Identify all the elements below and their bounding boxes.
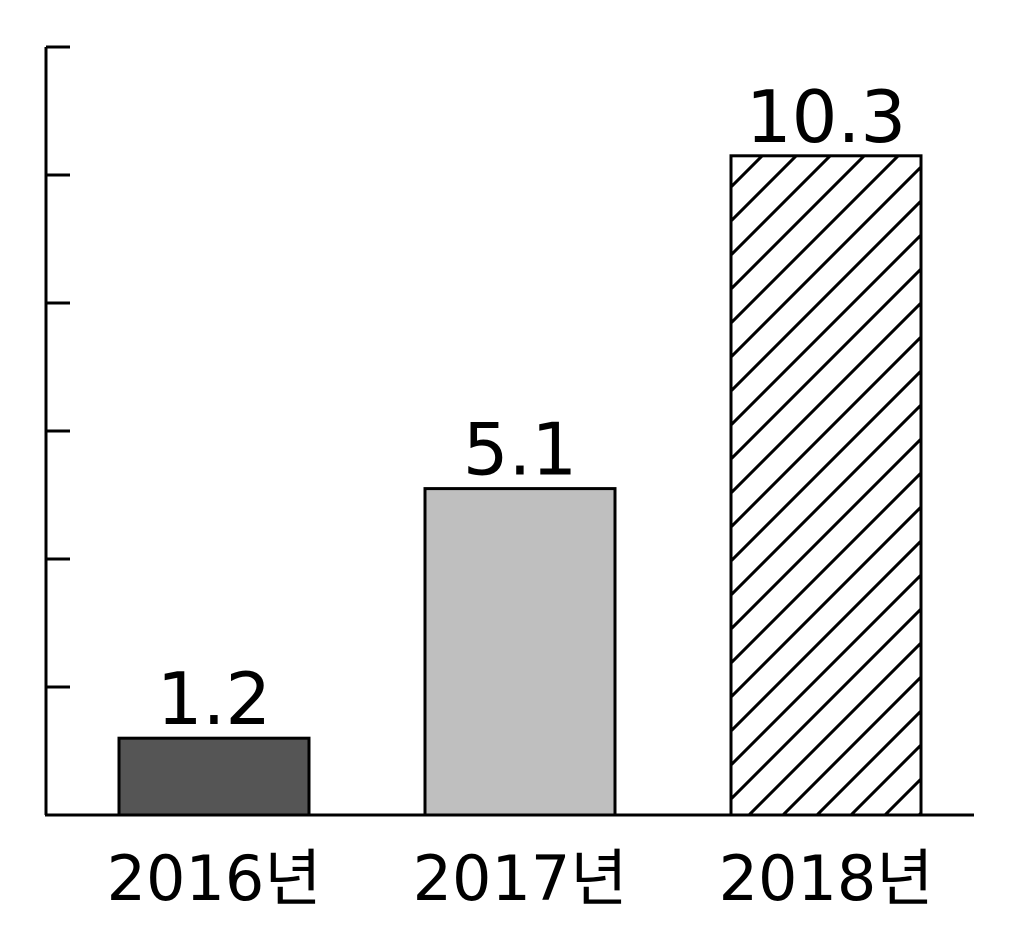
bars-group: [117, 154, 923, 817]
bar-1: [423, 487, 617, 817]
y-axis: [44, 45, 70, 815]
x-axis-labels-group: 2016년 2017년 2018년: [107, 842, 934, 915]
data-label: 5.1: [463, 408, 578, 492]
data-labels-group: 1.2 5.1 10.3: [157, 75, 906, 741]
bar-0: [117, 736, 311, 817]
data-label: 1.2: [157, 657, 272, 741]
x-tick-label: 2017년: [413, 842, 628, 915]
data-label: 10.3: [746, 75, 906, 159]
x-tick-label: 2018년: [719, 842, 934, 915]
x-tick-label: 2016년: [107, 842, 322, 915]
bar-2: [729, 154, 923, 817]
